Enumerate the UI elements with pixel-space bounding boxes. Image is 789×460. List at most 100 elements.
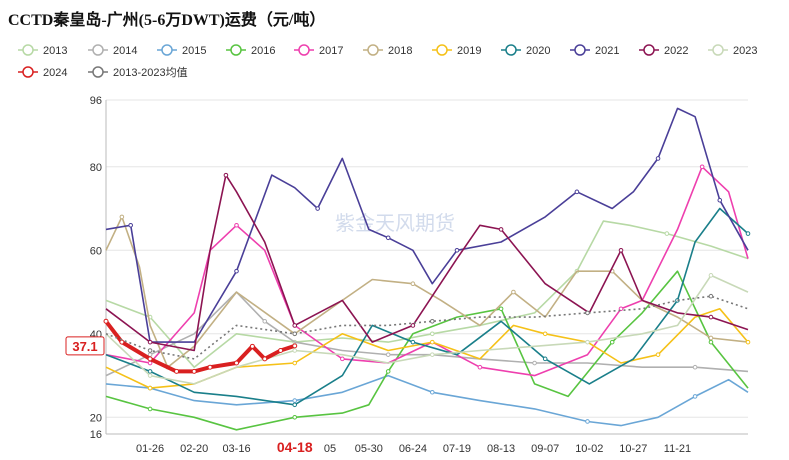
data-point [292,360,298,366]
data-point [498,227,504,232]
legend-item-2013-2023均值[interactable]: 2013-2023均值 [88,66,188,79]
data-point [542,356,548,362]
y-tick-label: 20 [90,412,102,424]
data-point [385,352,391,357]
data-point [385,369,391,374]
legend-item-2018[interactable]: 2018 [363,44,412,57]
x-tick-label: 11-21 [664,443,691,455]
data-point [532,360,537,366]
data-point [292,343,298,349]
data-point [119,214,125,220]
data-point [429,331,435,337]
legend-item-2022[interactable]: 2022 [639,44,688,57]
data-point [511,289,516,295]
data-point [609,339,615,345]
data-point [147,373,153,378]
data-point [340,356,345,362]
x-tick-label: 07-19 [443,443,471,455]
legend-item-2019[interactable]: 2019 [432,44,481,57]
svg-text:2023: 2023 [733,45,757,57]
legend-item-2017[interactable]: 2017 [294,44,343,57]
data-point [655,352,661,357]
legend-item-2021[interactable]: 2021 [570,44,619,57]
data-point [292,348,298,353]
svg-text:2024: 2024 [43,67,67,79]
data-point [692,364,698,370]
data-point [542,331,548,337]
data-point [585,310,590,316]
data-point [498,306,504,312]
series-line-2016 [105,270,749,431]
data-point [292,402,298,408]
data-point [708,339,714,345]
data-point [147,360,153,366]
svg-text:2016: 2016 [251,45,275,57]
data-point [292,323,298,328]
data-point [618,306,624,312]
data-point [454,248,460,253]
y-tick-label: 60 [90,245,102,257]
data-point [708,293,714,299]
svg-text:2018: 2018 [388,45,412,57]
data-point [410,281,416,287]
svg-text:2015: 2015 [182,45,206,57]
series-line-2020 [105,207,749,406]
series-line-2017 [105,166,749,377]
legend-item-2013[interactable]: 2013 [18,44,67,57]
series-line-average [105,295,749,360]
legend-item-2023[interactable]: 2023 [708,44,757,57]
x-tick-label: 09-07 [531,443,559,455]
legend-item-2015[interactable]: 2015 [157,44,206,57]
current-value-label: 37.1 [72,339,97,354]
data-point [585,339,590,345]
svg-text:2020: 2020 [526,45,550,57]
data-point [745,231,751,236]
data-point [477,364,483,370]
data-point [429,352,435,357]
series-line-2021 [105,107,749,343]
watermark: 紫金天风期货 [335,211,455,235]
data-point [292,398,298,403]
data-point [103,318,109,324]
data-point [174,368,180,374]
data-point [618,248,624,253]
data-point [128,222,133,228]
data-point [692,394,698,399]
data-point [708,273,714,278]
data-point [234,360,240,366]
legend-item-2016[interactable]: 2016 [226,44,275,57]
x-tick-label: 04-18 [277,439,313,455]
svg-text:2013: 2013 [43,45,67,57]
data-point [223,172,229,178]
x-tick-label: 01-26 [136,443,164,455]
data-point [429,339,435,345]
svg-text:2021: 2021 [595,45,619,57]
data-point [708,335,714,341]
y-tick-label: 16 [90,429,102,441]
legend-item-2014[interactable]: 2014 [88,44,137,57]
data-point [262,356,268,362]
svg-text:2022: 2022 [664,45,688,57]
y-tick-label: 80 [90,162,102,174]
x-tick-label: 05 [324,443,336,455]
data-point [655,156,661,161]
x-tick-label: 05-30 [355,443,383,455]
legend-item-2020[interactable]: 2020 [501,44,550,57]
svg-text:2019: 2019 [457,45,481,57]
data-point [292,415,298,420]
series-line-2022 [105,174,749,352]
y-tick-label: 96 [90,95,102,107]
data-point [147,339,153,345]
legend-item-2024[interactable]: 2024 [18,66,67,79]
svg-text:2017: 2017 [319,45,343,57]
data-point [699,164,705,170]
x-tick-label: 03-16 [222,443,250,455]
x-tick-label: 10-27 [619,443,647,455]
data-point [147,348,153,353]
data-point [207,364,213,370]
data-point [147,406,153,412]
x-tick-label: 02-20 [180,443,208,455]
data-point [315,206,320,211]
data-point [429,318,435,324]
